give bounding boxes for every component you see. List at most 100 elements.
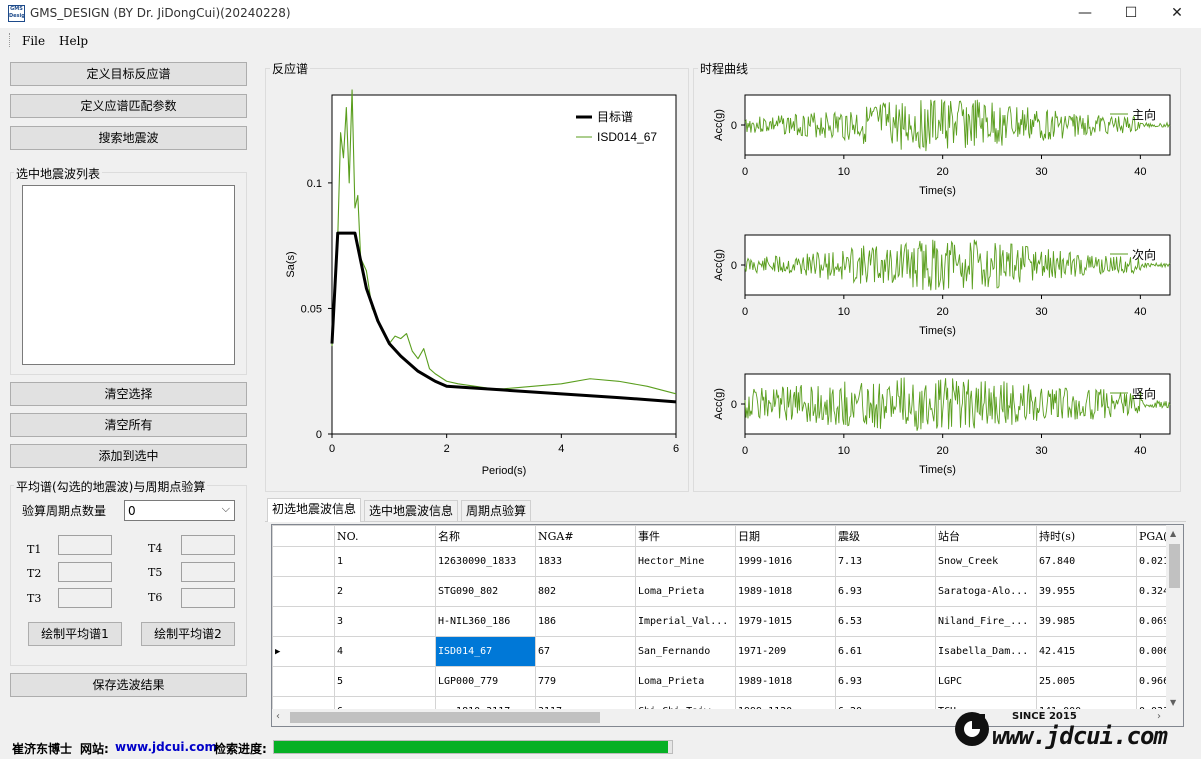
table-cell[interactable]: 39.985 xyxy=(1036,606,1137,637)
table-cell[interactable]: 1979-1015 xyxy=(735,606,836,637)
site-link[interactable]: www.jdcui.com xyxy=(115,740,217,754)
table-cell[interactable]: Loma_Prieta xyxy=(635,666,736,697)
define-match-params-button[interactable]: 定义应谱匹配参数 xyxy=(10,94,247,118)
row-indicator[interactable] xyxy=(272,606,335,637)
table-cell[interactable]: 6.53 xyxy=(835,606,936,637)
table-cell[interactable]: 25.005 xyxy=(1036,666,1137,697)
t5-input[interactable] xyxy=(181,562,235,582)
menu-help[interactable]: Help xyxy=(59,34,89,48)
t6-input[interactable] xyxy=(181,588,235,608)
row-indicator[interactable] xyxy=(272,576,335,607)
column-header[interactable]: 事件 xyxy=(635,525,736,547)
table-cell[interactable]: 802 xyxy=(535,576,636,607)
column-header[interactable]: NGA# xyxy=(535,525,636,547)
tab-selected-waves[interactable]: 选中地震波信息 xyxy=(364,500,459,521)
t2-input[interactable] xyxy=(58,562,112,582)
table-cell[interactable]: H-NIL360_186 xyxy=(435,606,536,637)
table-row[interactable]: 1 12630090_1833 1833 Hector_Mine 1999-1016 7.… xyxy=(272,546,1177,577)
plot-average1-button[interactable]: 绘制平均谱1 xyxy=(28,622,122,646)
column-header[interactable]: 名称 xyxy=(435,525,536,547)
table-cell[interactable]: 39.955 xyxy=(1036,576,1137,607)
waves-table[interactable]: NO. 名称 NGA# 事件 日期 震级 站台 持时(s) PGA( 1 12630090_183… xyxy=(271,524,1184,727)
row-indicator[interactable]: ▶ xyxy=(272,636,335,667)
vertical-scrollbar[interactable]: ▲ ▼ xyxy=(1166,525,1183,711)
tab-period-check[interactable]: 周期点验算 xyxy=(461,500,532,521)
y-tick-label: 0.1 xyxy=(307,178,322,190)
table-cell[interactable]: 5 xyxy=(334,666,436,697)
table-cell[interactable]: Hector_Mine xyxy=(635,546,736,577)
table-cell[interactable]: LGPC xyxy=(935,666,1037,697)
table-cell[interactable]: 2 xyxy=(334,576,436,607)
table-cell[interactable]: 6.93 xyxy=(835,666,936,697)
column-header[interactable]: 持时(s) xyxy=(1036,525,1137,547)
table-cell[interactable]: Snow_Creek xyxy=(935,546,1037,577)
clear-all-button[interactable]: 清空所有 xyxy=(10,413,247,437)
table-cell[interactable]: 7.13 xyxy=(835,546,936,577)
table-cell[interactable]: 1833 xyxy=(535,546,636,577)
table-cell[interactable]: STG090_802 xyxy=(435,576,536,607)
table-cell[interactable]: Isabella_Dam... xyxy=(935,636,1037,667)
t3-input[interactable] xyxy=(58,588,112,608)
menu-file[interactable]: File xyxy=(22,34,46,48)
row-indicator[interactable] xyxy=(272,546,335,577)
column-header[interactable]: NO. xyxy=(334,525,436,547)
table-cell[interactable]: LGP000_779 xyxy=(435,666,536,697)
scroll-right-icon[interactable]: › xyxy=(1157,711,1161,722)
scroll-down-icon[interactable]: ▼ xyxy=(1170,698,1177,707)
table-cell[interactable]: 1971-209 xyxy=(735,636,836,667)
response-spectrum-chart: 0 2 4 6 0 0.05 0.1 Period(s) Sa(s) 目标谱 ISD014_67 xyxy=(285,89,679,477)
table-row[interactable]: ▶ 4 ISD014_67 67 San_Fernando 1971-209 6.61 Isa… xyxy=(272,636,1177,667)
table-cell[interactable]: 67 xyxy=(535,636,636,667)
table-cell[interactable]: Imperial_Val... xyxy=(635,606,736,637)
scroll-left-icon[interactable]: ‹ xyxy=(276,711,280,722)
average-spectrum-title: 平均谱(勾选的地震波)与周期点验算 xyxy=(14,478,208,495)
table-cell[interactable]: 42.415 xyxy=(1036,636,1137,667)
table-row[interactable]: 2 STG090_802 802 Loma_Prieta 1989-1018 6.93 Sa… xyxy=(272,576,1177,607)
search-waves-button[interactable]: 搜索地震波 xyxy=(10,126,247,150)
period-count-label: 验算周期点数量 xyxy=(22,504,107,518)
table-cell[interactable]: 1989-1018 xyxy=(735,576,836,607)
table-cell[interactable]: 67.840 xyxy=(1036,546,1137,577)
table-cell[interactable]: 779 xyxy=(535,666,636,697)
row-indicator[interactable] xyxy=(272,666,335,697)
clear-selection-button[interactable]: 清空选择 xyxy=(10,382,247,406)
plot-average2-button[interactable]: 绘制平均谱2 xyxy=(141,622,235,646)
table-row[interactable]: 3 H-NIL360_186 186 Imperial_Val... 1979-1015… xyxy=(272,606,1177,637)
t1-input[interactable] xyxy=(58,535,112,555)
title-bar[interactable]: GMSDesign GMS_DESIGN (BY Dr. JiDongCui)(… xyxy=(0,0,1201,28)
table-cell[interactable]: 6.61 xyxy=(835,636,936,667)
tab-initial-waves[interactable]: 初选地震波信息 xyxy=(267,498,362,522)
add-to-selected-button[interactable]: 添加到选中 xyxy=(10,444,247,468)
column-header[interactable]: 站台 xyxy=(935,525,1037,547)
table-cell[interactable]: 12630090_1833 xyxy=(435,546,536,577)
table-cell[interactable]: Saratoga-Alo... xyxy=(935,576,1037,607)
table-row[interactable]: 5 LGP000_779 779 Loma_Prieta 1989-1018 6.93 LG… xyxy=(272,666,1177,697)
t4-input[interactable] xyxy=(181,535,235,555)
table-cell[interactable]: 186 xyxy=(535,606,636,637)
table-cell[interactable]: ISD014_67 xyxy=(435,636,536,667)
save-results-button[interactable]: 保存选波结果 xyxy=(10,673,247,697)
table-cell[interactable]: 6.93 xyxy=(835,576,936,607)
maximize-button[interactable]: ☐ xyxy=(1124,5,1138,21)
t4-label: T4 xyxy=(148,542,163,555)
table-cell[interactable]: 1 xyxy=(334,546,436,577)
table-cell[interactable]: 1989-1018 xyxy=(735,666,836,697)
define-target-spectrum-button[interactable]: 定义目标反应谱 xyxy=(10,62,247,86)
minimize-button[interactable]: — xyxy=(1078,5,1092,21)
period-count-select[interactable]: 0 ⌵ xyxy=(124,500,235,521)
table-cell[interactable]: San_Fernando xyxy=(635,636,736,667)
horizontal-scroll-thumb[interactable] xyxy=(290,712,600,723)
row-header-column[interactable] xyxy=(272,525,335,547)
table-cell[interactable]: 1999-1016 xyxy=(735,546,836,577)
column-header[interactable]: 日期 xyxy=(735,525,836,547)
scroll-up-icon[interactable]: ▲ xyxy=(1170,529,1177,538)
table-cell[interactable]: 3 xyxy=(334,606,436,637)
acceleration-trace xyxy=(744,239,1171,291)
table-cell[interactable]: Loma_Prieta xyxy=(635,576,736,607)
table-cell[interactable]: Niland_Fire_... xyxy=(935,606,1037,637)
column-header[interactable]: 震级 xyxy=(835,525,936,547)
table-cell[interactable]: 4 xyxy=(334,636,436,667)
vertical-scroll-thumb[interactable] xyxy=(1169,544,1180,588)
close-button[interactable]: ✕ xyxy=(1171,5,1183,21)
selected-waves-list[interactable] xyxy=(22,185,235,365)
